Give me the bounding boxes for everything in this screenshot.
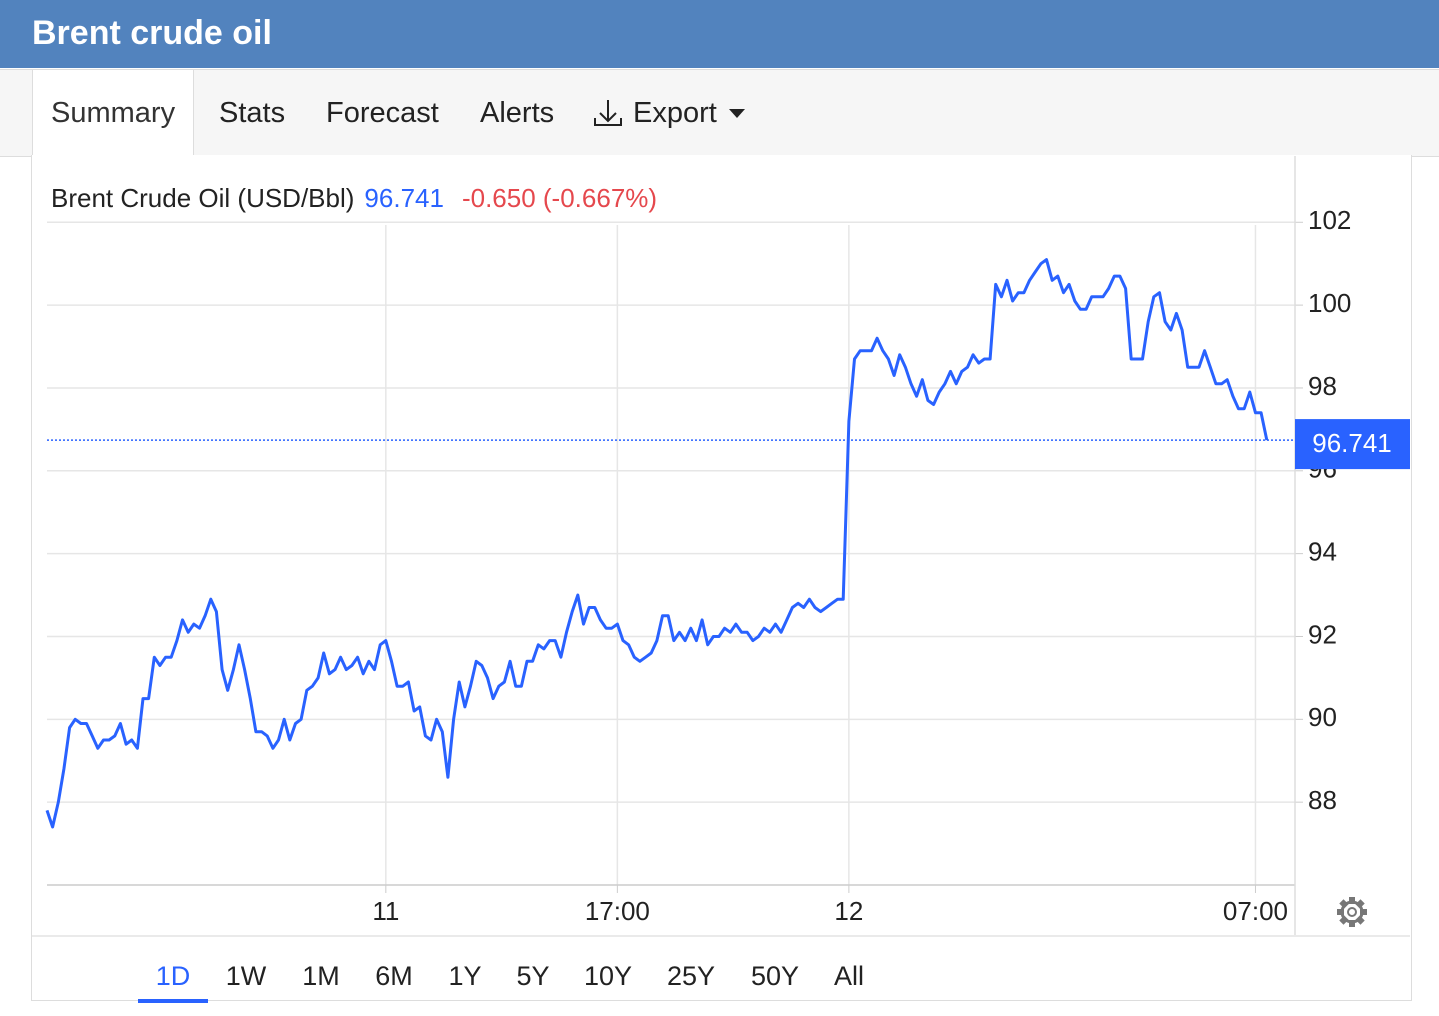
tab[interactable]: Export	[633, 97, 717, 129]
range-button[interactable]: 25Y	[666, 961, 716, 991]
y-tick-label: 92	[1308, 619, 1337, 649]
gear-body	[1340, 900, 1364, 924]
tab-bar: Summary Stats Forecast Alerts Export	[0, 69, 1439, 157]
legend-change: -0.650 (-0.667%)	[462, 183, 657, 213]
legend-name: Brent Crude Oil (USD/Bbl)	[51, 183, 354, 213]
range-button[interactable]: 1W	[225, 961, 267, 991]
tab[interactable]: Summary	[32, 69, 195, 157]
page-title: Brent crude oil	[32, 14, 272, 52]
y-tick-label: 94	[1308, 537, 1337, 567]
tab[interactable]: Forecast	[326, 97, 439, 129]
range-button[interactable]: 10Y	[583, 961, 633, 991]
y-tick-label: 88	[1308, 785, 1337, 815]
legend: Brent Crude Oil (USD/Bbl) 96.741 -0.650 (-…	[51, 183, 657, 213]
range-button[interactable]: 1D	[138, 955, 208, 1003]
settings-icon[interactable]	[1337, 897, 1367, 927]
legend-last-value: 96.741	[364, 183, 444, 213]
gear-hole	[1347, 907, 1357, 917]
tab[interactable]: Stats	[219, 97, 286, 129]
chart-container	[31, 155, 1412, 1001]
y-tick-label: 100	[1308, 288, 1351, 318]
y-tick-label: 98	[1308, 371, 1337, 401]
x-tick-label: 12	[834, 896, 863, 926]
last-price-label: 96.741	[1312, 428, 1392, 458]
price-line	[45, 258, 1269, 829]
range-button[interactable]: 5Y	[516, 961, 550, 991]
x-tick-label: 11	[372, 896, 399, 926]
x-tick-label: 07:00	[1223, 896, 1288, 926]
x-tick-label: 17:00	[585, 896, 650, 926]
range-button[interactable]: 6M	[375, 961, 413, 991]
range-button[interactable]: 1Y	[448, 961, 482, 991]
y-tick-label: 102	[1308, 205, 1351, 235]
range-button[interactable]: 1M	[302, 961, 340, 991]
range-button[interactable]: 50Y	[750, 961, 800, 991]
range-button[interactable]: All	[833, 961, 864, 991]
last-price-box	[1295, 419, 1410, 470]
tab[interactable]: Alerts	[480, 97, 555, 129]
header: Brent crude oil	[0, 0, 1439, 68]
y-tick-label: 90	[1308, 702, 1337, 732]
